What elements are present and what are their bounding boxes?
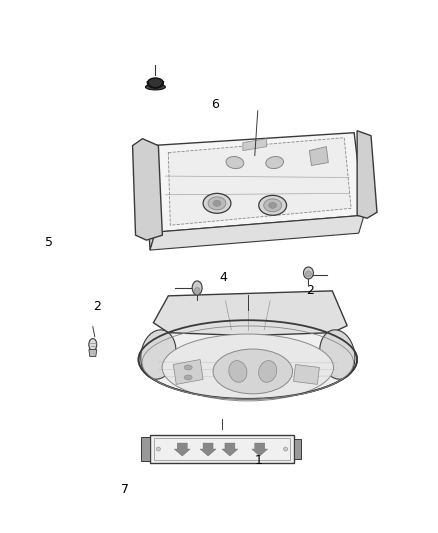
Polygon shape xyxy=(174,443,190,456)
Ellipse shape xyxy=(268,203,277,208)
Ellipse shape xyxy=(192,281,202,295)
Ellipse shape xyxy=(304,267,314,279)
Polygon shape xyxy=(89,350,97,357)
Polygon shape xyxy=(150,215,364,250)
Ellipse shape xyxy=(184,375,192,380)
Ellipse shape xyxy=(266,157,283,168)
Ellipse shape xyxy=(213,349,293,394)
Polygon shape xyxy=(293,439,301,459)
Ellipse shape xyxy=(213,200,221,206)
Polygon shape xyxy=(141,437,150,461)
Polygon shape xyxy=(357,131,377,218)
Ellipse shape xyxy=(145,84,165,90)
Polygon shape xyxy=(309,147,328,166)
Ellipse shape xyxy=(141,330,176,379)
Ellipse shape xyxy=(320,330,355,379)
Polygon shape xyxy=(293,365,319,384)
Text: 6: 6 xyxy=(211,98,219,111)
Ellipse shape xyxy=(156,447,160,451)
Text: 2: 2 xyxy=(93,300,101,313)
Ellipse shape xyxy=(283,447,288,451)
Polygon shape xyxy=(243,139,267,151)
Ellipse shape xyxy=(229,361,247,382)
Ellipse shape xyxy=(194,287,200,294)
Ellipse shape xyxy=(264,199,282,212)
Polygon shape xyxy=(222,443,238,456)
Text: 7: 7 xyxy=(121,483,129,496)
Ellipse shape xyxy=(305,271,311,277)
Text: 1: 1 xyxy=(254,454,262,466)
Ellipse shape xyxy=(226,157,244,168)
Polygon shape xyxy=(133,139,162,240)
Polygon shape xyxy=(153,291,347,336)
Text: 5: 5 xyxy=(45,236,53,249)
Ellipse shape xyxy=(259,196,286,215)
Ellipse shape xyxy=(138,320,357,399)
Text: 2: 2 xyxy=(307,284,314,297)
Ellipse shape xyxy=(148,78,163,88)
Polygon shape xyxy=(168,138,351,225)
Polygon shape xyxy=(145,146,155,250)
Polygon shape xyxy=(200,443,216,456)
Text: 4: 4 xyxy=(219,271,227,284)
Ellipse shape xyxy=(203,193,231,213)
Ellipse shape xyxy=(208,197,226,210)
Ellipse shape xyxy=(184,365,192,370)
Ellipse shape xyxy=(89,338,97,351)
Polygon shape xyxy=(252,443,268,456)
Ellipse shape xyxy=(258,361,277,382)
Polygon shape xyxy=(173,360,203,384)
Polygon shape xyxy=(150,133,364,232)
Polygon shape xyxy=(150,435,293,463)
Ellipse shape xyxy=(162,334,333,401)
